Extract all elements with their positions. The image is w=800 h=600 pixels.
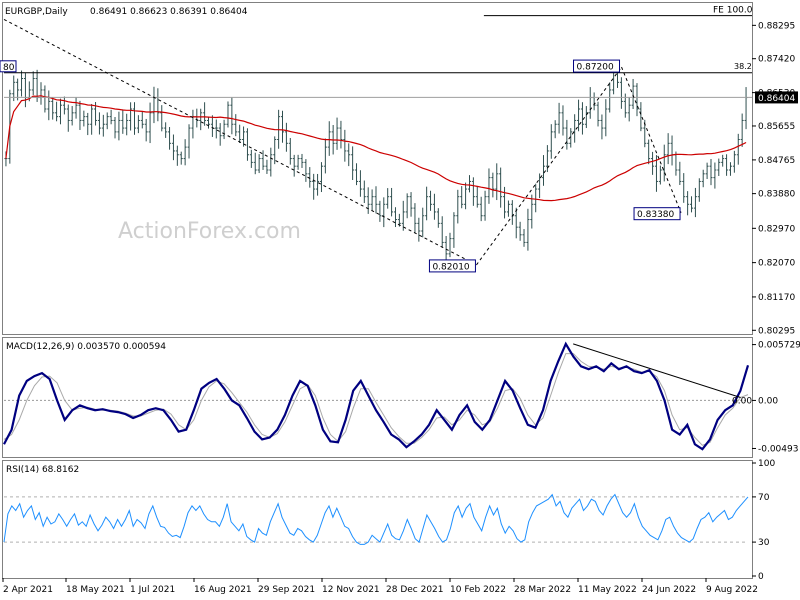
annotation-box — [573, 59, 621, 73]
rsi-tick-label: 100 — [758, 459, 775, 469]
dashed-trendline — [621, 66, 682, 213]
macd-tick-label: -0.00493 — [758, 444, 798, 454]
price-tick-label: 0.84765 — [758, 156, 795, 166]
price-layer: FE 100.0 38.2 80 0.82010 0.87200 0.83380 — [0, 6, 753, 273]
price-tick-label: 0.80295 — [758, 326, 795, 336]
macd-trendline — [573, 343, 741, 398]
rsi-title: RSI(14) 68.8162 — [6, 465, 79, 475]
price-tick-label: 0.83880 — [758, 190, 795, 200]
x-tick-label: 24 Jun 2022 — [642, 585, 696, 595]
macd-line — [3, 341, 750, 451]
moving-average-line — [5, 95, 747, 202]
macd-zero-inner-label: 0.00 — [732, 396, 752, 406]
last-price-tag — [755, 91, 798, 104]
annotation-label: 0.87200 — [577, 63, 614, 73]
price-tick-label: 0.87420 — [758, 55, 795, 65]
x-tick-label: 28 Mar 2022 — [514, 585, 571, 595]
symbol-label: EURGBP,Daily — [5, 7, 68, 17]
left-label: 80 — [3, 63, 15, 73]
axis-layer: 0.882950.874200.865300.856550.847650.838… — [2, 21, 800, 595]
macd-tick-label: 0.00 — [758, 396, 778, 406]
price-tick-label: 0.88295 — [758, 21, 795, 31]
rsi-tick-label: 30 — [758, 538, 770, 548]
macd-panel-frame — [2, 337, 753, 458]
annotation-label: 0.82010 — [432, 262, 469, 272]
price-tick-label: 0.81170 — [758, 293, 795, 303]
x-tick-label: 18 May 2021 — [66, 585, 125, 595]
price-tick-label: 0.82070 — [758, 259, 795, 269]
macd-title: MACD(12,26,9) 0.003570 0.000594 — [6, 342, 166, 352]
x-tick-label: 16 Aug 2021 — [194, 585, 252, 595]
x-tick-label: 12 Nov 2021 — [322, 585, 380, 595]
annotation-box — [633, 207, 681, 221]
rsi-line — [3, 493, 749, 545]
last-price-label: 0.86404 — [758, 94, 795, 104]
x-tick-label: 28 Dec 2021 — [386, 585, 444, 595]
fib-38-label: 38.2 — [734, 62, 752, 71]
rsi-layer — [3, 493, 749, 545]
rsi-tick-label: 0 — [758, 572, 764, 582]
price-tick-label: 0.85655 — [758, 122, 795, 132]
x-tick-label: 1 Jul 2021 — [130, 585, 175, 595]
rsi-tick-label: 70 — [758, 493, 770, 503]
annotation-label: 0.83380 — [637, 210, 674, 220]
ohlc-label: 0.86491 0.86623 0.86391 0.86404 — [90, 7, 248, 17]
dashed-trendline — [476, 66, 622, 266]
macd-tick-label: 0.005729 — [758, 341, 800, 351]
left-label-box — [0, 60, 17, 73]
watermark: ActionForex.com — [118, 219, 301, 244]
rsi-panel-frame — [2, 460, 753, 579]
x-tick-label: 11 May 2022 — [578, 585, 637, 595]
fe-100-label: FE 100.0 — [713, 6, 753, 16]
macd-layer — [3, 341, 750, 451]
annotation-box — [428, 259, 476, 273]
price-panel-frame — [2, 2, 753, 335]
x-tick-label: 29 Sep 2021 — [258, 585, 315, 595]
price-tick-label: 0.82970 — [758, 224, 795, 234]
dashed-trendline — [3, 18, 477, 266]
x-tick-label: 10 Feb 2022 — [450, 585, 506, 595]
x-tick-label: 2 Apr 2021 — [3, 585, 53, 595]
x-tick-label: 9 Aug 2022 — [706, 585, 758, 595]
